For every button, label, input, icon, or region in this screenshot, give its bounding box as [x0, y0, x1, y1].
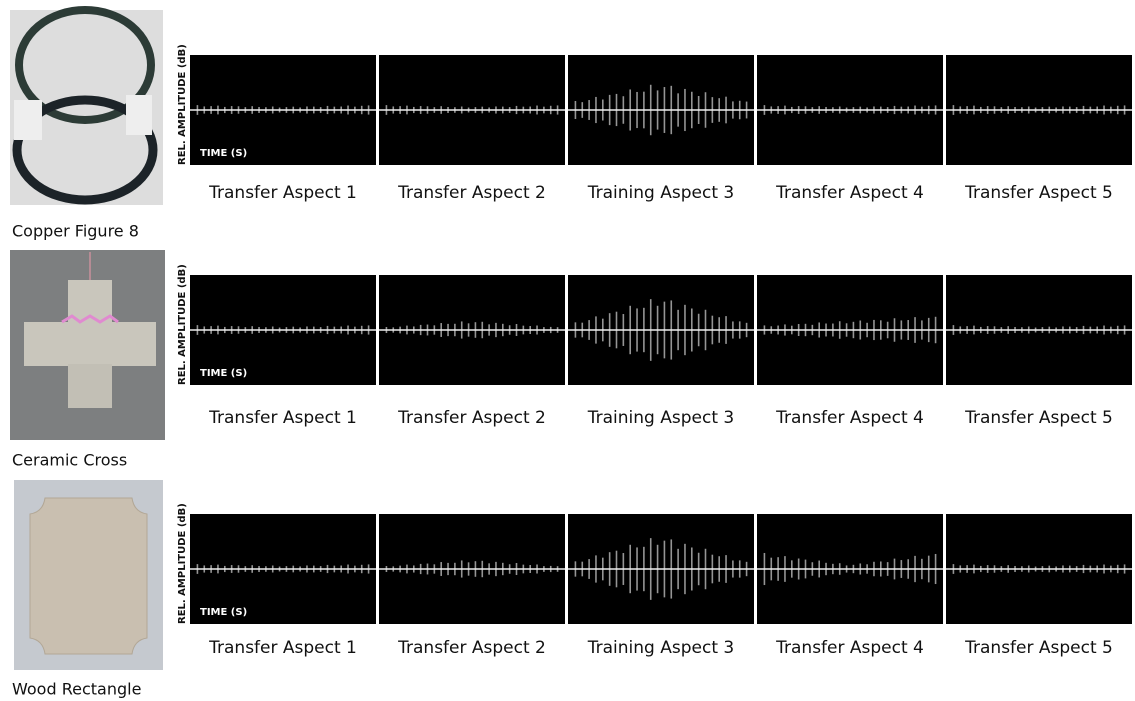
x-axis-label: TIME (S) [200, 148, 247, 159]
panel-caption: Transfer Aspect 1 [208, 183, 357, 203]
y-axis-label: REL. AMPLITUDE (dB) [177, 264, 188, 385]
panel-caption: Transfer Aspect 5 [964, 183, 1113, 203]
panel-caption: Training Aspect 3 [587, 183, 734, 203]
waveform-panel [946, 514, 1132, 624]
waveform-panel [757, 514, 943, 624]
panel-caption: Transfer Aspect 4 [775, 408, 924, 428]
waveform-panel [757, 55, 943, 165]
panel-caption: Transfer Aspect 5 [964, 408, 1113, 428]
panel-caption: Transfer Aspect 4 [775, 183, 924, 203]
panel-caption: Transfer Aspect 2 [397, 183, 546, 203]
x-axis-label: TIME (S) [200, 607, 247, 618]
object-label: Ceramic Cross [12, 451, 127, 470]
waveform-panel [757, 275, 943, 385]
panel-caption: Training Aspect 3 [587, 408, 734, 428]
waveform-panel [946, 275, 1132, 385]
object-label: Copper Figure 8 [12, 222, 139, 241]
y-axis-label: REL. AMPLITUDE (dB) [177, 503, 188, 624]
photo-copper-figure-8 [10, 10, 163, 205]
panel-caption: Transfer Aspect 2 [397, 408, 546, 428]
y-axis-label: REL. AMPLITUDE (dB) [177, 44, 188, 165]
photo-ceramic-cross [10, 250, 165, 440]
x-axis-label: TIME (S) [200, 368, 247, 379]
waveform-panel [568, 55, 754, 165]
panel-caption: Training Aspect 3 [587, 638, 734, 658]
waveform-panel [379, 55, 565, 165]
object-label: Wood Rectangle [12, 680, 141, 699]
waveform-panel [568, 514, 754, 624]
panel-caption: Transfer Aspect 5 [964, 638, 1113, 658]
figure: Copper Figure 8 REL. AMPLITUDE (dB) TIME (… [0, 0, 1135, 701]
panel-caption: Transfer Aspect 1 [208, 408, 357, 428]
photo-wood-rectangle [14, 480, 163, 670]
panel-caption: Transfer Aspect 1 [208, 638, 357, 658]
waveform-panel [568, 275, 754, 385]
panel-caption: Transfer Aspect 2 [397, 638, 546, 658]
waveform-panel [379, 514, 565, 624]
waveform-panel [946, 55, 1132, 165]
panel-caption: Transfer Aspect 4 [775, 638, 924, 658]
waveform-panel [379, 275, 565, 385]
